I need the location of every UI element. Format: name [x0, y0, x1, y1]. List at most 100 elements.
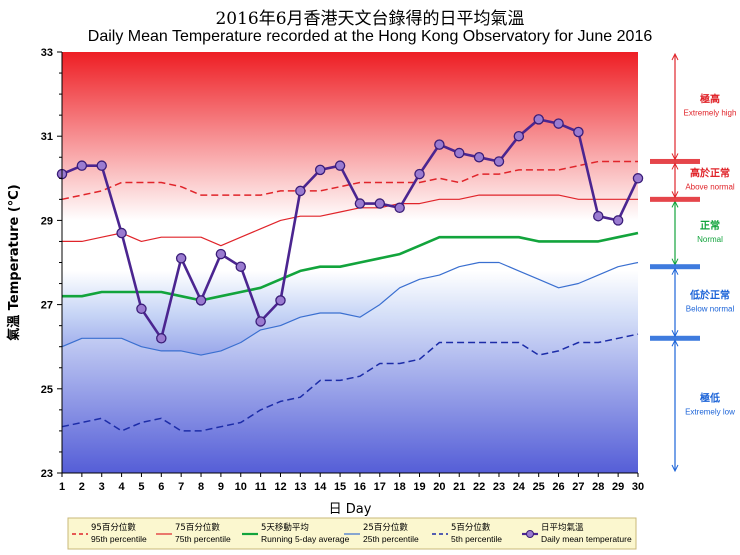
x-tick-label: 10	[235, 481, 247, 493]
category-label-en: Extremely high	[684, 109, 737, 118]
daily-mean-point	[156, 333, 167, 344]
daily-mean-point	[453, 147, 465, 159]
legend-label-zh: 75百分位數	[175, 522, 220, 533]
x-tick-label: 26	[552, 481, 564, 493]
daily-mean-point	[473, 151, 485, 163]
percentile-25-fill	[62, 262, 638, 473]
daily-mean-point	[295, 185, 306, 197]
daily-mean-point	[394, 202, 405, 214]
chart-title-english: Daily Mean Temperature recorded at the H…	[87, 28, 653, 45]
category-boundary-bar	[650, 196, 700, 202]
category-boundary-bar	[650, 158, 700, 164]
y-tick-label: 31	[41, 131, 53, 143]
y-tick-label: 33	[41, 47, 53, 59]
category-boundary-bar	[650, 335, 700, 341]
daily-mean-point	[414, 168, 425, 180]
x-tick-label: 20	[433, 481, 445, 493]
daily-mean-point	[593, 210, 604, 222]
x-tick-label: 21	[453, 481, 465, 493]
daily-mean-point	[553, 118, 564, 129]
legend-label-zh: 日平均氣溫	[541, 522, 584, 533]
y-axis-title: 氣溫 Temperature (°C)	[6, 184, 22, 340]
arrow-head-down-icon	[671, 464, 679, 473]
x-tick-label: 18	[394, 481, 406, 493]
x-tick-label: 14	[314, 481, 327, 493]
x-tick-label: 27	[572, 481, 584, 493]
legend-label-en: Running 5-day average	[261, 534, 350, 544]
arrow-head-up-icon	[671, 52, 679, 61]
x-tick-label: 29	[612, 481, 624, 493]
x-tick-label: 4	[119, 481, 126, 493]
p75-line	[62, 194, 638, 247]
x-tick-label: 28	[592, 481, 604, 493]
x-tick-label: 6	[158, 481, 164, 493]
y-tick-label: 23	[41, 468, 53, 480]
x-tick-label: 23	[493, 481, 505, 493]
daily-mean-point	[493, 156, 505, 167]
legend-label-en: 95th percentile	[91, 534, 147, 544]
category-boundary-bar	[650, 264, 700, 270]
daily-mean-point	[195, 295, 207, 306]
daily-mean-point	[334, 160, 346, 171]
p25-line	[61, 261, 639, 356]
daily-mean-point	[354, 198, 366, 209]
x-tick-label: 16	[354, 481, 366, 493]
daily-mean-point	[434, 139, 445, 150]
category-label-zh: 正常	[700, 219, 720, 232]
x-tick-label: 7	[178, 481, 184, 493]
daily-mean-point	[632, 173, 644, 184]
x-tick-label: 22	[473, 481, 485, 493]
legend-marker-icon	[526, 530, 534, 538]
x-tick-label: 24	[513, 481, 526, 493]
legend-label-en: 5th percentile	[451, 534, 502, 544]
x-tick-label: 3	[99, 481, 105, 493]
category-label-zh: 低於正常	[689, 288, 730, 301]
x-tick-label: 15	[334, 481, 346, 493]
legend-label-zh: 25百分位數	[363, 522, 408, 533]
category-label-zh: 高於正常	[690, 166, 730, 179]
x-tick-label: 1	[59, 481, 65, 493]
chart-title-chinese: 2016年6月香港天文台錄得的日平均氣溫	[215, 9, 525, 29]
category-label-en: Normal	[697, 235, 723, 244]
category-label-en: Above normal	[685, 182, 735, 191]
legend-label-zh: 95百分位數	[91, 522, 136, 533]
daily-mean-point	[314, 164, 326, 176]
x-tick-label: 17	[374, 481, 386, 493]
x-tick-label: 9	[218, 481, 224, 493]
category-label-zh: 極高	[700, 93, 720, 106]
legend-label-en: Daily mean temperature	[541, 534, 632, 544]
x-tick-label: 12	[274, 481, 286, 493]
x-tick-label: 25	[533, 481, 545, 493]
daily-mean-point	[175, 253, 187, 264]
legend-label-zh: 5天移動平均	[261, 522, 309, 533]
daily-mean-point	[215, 248, 227, 260]
y-tick-label: 27	[41, 300, 53, 312]
x-tick-label: 30	[632, 481, 644, 493]
daily-mean-point	[612, 215, 624, 226]
daily-mean-point	[136, 303, 147, 315]
running-average-line	[62, 231, 639, 302]
category-label-en: Below normal	[686, 304, 735, 313]
p95-line	[61, 160, 638, 201]
daily-mean-point	[374, 198, 386, 209]
x-axis-title: 日 Day	[329, 502, 372, 517]
y-tick-label: 29	[41, 215, 53, 227]
daily-mean-point	[533, 114, 544, 125]
legend-label-en: 75th percentile	[175, 534, 231, 544]
x-tick-label: 2	[79, 481, 85, 493]
legend-label-en: 25th percentile	[363, 534, 419, 544]
x-tick-label: 5	[138, 481, 144, 493]
daily-mean-point	[513, 130, 525, 142]
x-tick-label: 8	[198, 481, 204, 493]
daily-mean-point	[116, 227, 127, 239]
x-tick-label: 19	[413, 481, 425, 493]
p5-line	[61, 333, 639, 432]
x-tick-label: 11	[255, 481, 267, 493]
daily-mean-point	[235, 261, 247, 272]
daily-mean-point	[76, 160, 88, 171]
daily-mean-point	[275, 295, 286, 306]
y-tick-label: 25	[41, 384, 53, 396]
legend-label-zh: 5百分位數	[451, 522, 491, 533]
category-label-zh: 極低	[700, 392, 720, 405]
